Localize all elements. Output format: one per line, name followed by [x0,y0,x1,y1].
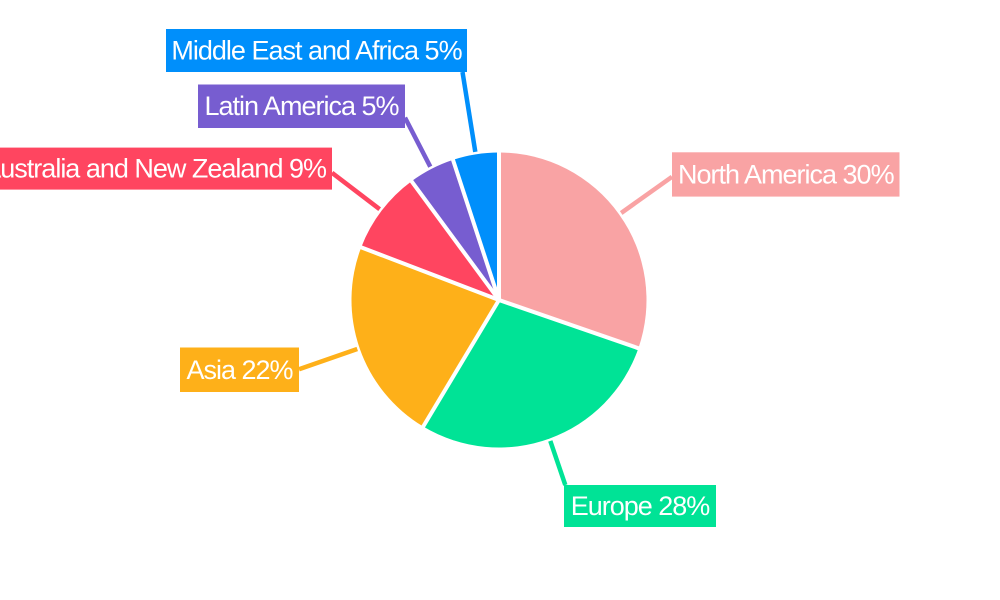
svg-text:Asia 22%: Asia 22% [186,355,293,385]
svg-text:Middle East and Africa 5%: Middle East and Africa 5% [171,36,462,66]
svg-text:Australia and New Zealand 9%: Australia and New Zealand 9% [0,154,327,184]
svg-text:North America 30%: North America 30% [678,160,895,190]
svg-text:Latin America 5%: Latin America 5% [204,91,399,121]
svg-text:Europe 28%: Europe 28% [571,491,711,521]
